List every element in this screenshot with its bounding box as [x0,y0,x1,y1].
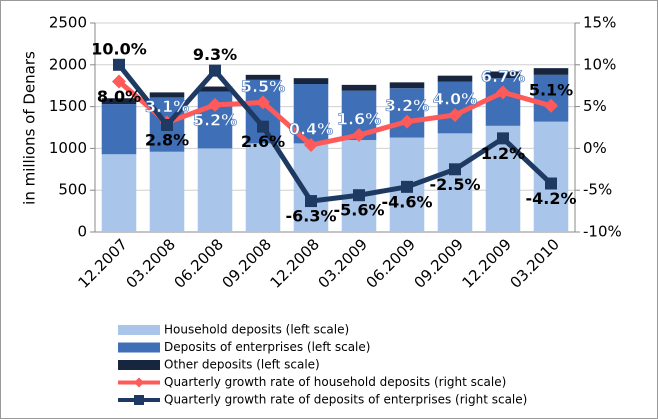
data-label: 3.2% [385,96,429,115]
y-tick-label: 1000 [49,139,87,157]
data-label: -4.6% [381,192,432,211]
marker [545,177,557,190]
bar-segment [101,98,137,105]
data-label: -6.3% [285,207,336,226]
legend-label: Other deposits (left scale) [164,358,320,372]
data-label: -2.5% [429,175,480,194]
y-tick-label: 500 [58,181,87,199]
bar-segment [437,75,473,82]
data-label: 8.0% [97,87,141,106]
y2-tick-label: -10% [583,223,622,241]
bar-segment [389,82,425,89]
data-label: 2.8% [145,130,189,149]
marker [497,132,509,145]
legend-marker [134,377,144,388]
data-label: 1.6% [337,110,381,129]
data-label: -4.2% [525,189,576,208]
y2-tick-label: 10% [583,55,616,73]
marker [448,107,462,122]
y-axis-title: in millions of Denars [21,51,39,205]
marker [257,120,269,133]
marker [401,180,413,193]
y2-tick-label: -5% [583,181,612,199]
y2-tick-label: 0% [583,139,607,157]
y2-tick-label: 5% [583,97,607,115]
marker [304,138,318,153]
marker [256,95,270,110]
bar-segment [149,151,185,232]
bar-segment [437,133,473,232]
bar-segment [149,92,185,98]
marker [496,85,510,100]
data-label: 1.2% [481,144,525,163]
legend-label: Household deposits (left scale) [164,323,349,337]
legend-marker [134,395,144,405]
line [117,79,552,148]
data-label: 5.2% [193,110,237,129]
y-tick-label: 2000 [49,55,87,73]
marker [112,74,126,89]
legend-label: Quarterly growth rate of deposits of ent… [164,393,527,407]
y-tick-label: 1500 [49,97,87,115]
marker [209,64,221,77]
data-label: 0.4% [289,120,333,139]
bar-segment [197,86,233,92]
data-label: 2.6% [241,132,285,151]
marker [113,58,125,71]
marker [305,195,317,208]
data-label: -5.6% [333,201,384,220]
bar-segment [293,78,329,85]
marker [352,128,366,143]
bar-segment [341,84,377,91]
bar-segment [485,71,521,79]
bar-segment [389,88,425,138]
marker [449,163,461,176]
bar-segment [245,74,281,80]
data-label: 5.1% [529,80,573,99]
data-label: 6.7% [481,67,525,86]
legend-label: Quarterly growth rate of household depos… [164,375,506,389]
bar-segment [245,143,281,232]
line [117,63,553,204]
legend-swatch [118,325,160,335]
data-label: 10.0% [91,39,147,58]
legend-swatch [118,360,160,370]
y2-tick-label: 15% [583,14,616,32]
y-tick-label: 0 [77,223,87,241]
data-label: 5.5% [241,77,285,96]
marker [400,114,414,129]
bar-segment [101,154,137,232]
data-label: 4.0% [433,89,477,108]
bar-segment [341,140,377,232]
marker [353,189,365,202]
data-label: 9.3% [193,45,237,64]
bar-segment [533,68,569,75]
bar-segment [197,148,233,232]
bar-segment [533,74,569,122]
marker [544,98,558,113]
marker [208,97,222,112]
legend-label: Deposits of enterprises (left scale) [164,340,370,354]
marker [161,118,173,131]
legend-swatch [118,342,160,353]
bar-segment [533,121,569,232]
bar-segment [101,104,137,155]
data-label: 3.1% [145,97,189,116]
y-tick-label: 2500 [49,14,87,32]
